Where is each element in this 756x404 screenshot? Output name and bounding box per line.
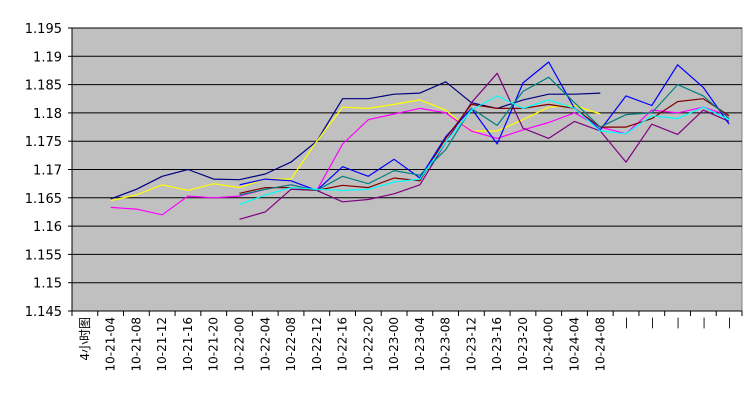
x-tick-label: 10-21-16 <box>181 317 195 371</box>
y-tick-label: 1.195 <box>25 22 62 37</box>
y-axis: 1.145 1.15 1.155 1.16 1.165 1.17 1.175 1.18 1.18… <box>25 22 73 320</box>
x-tick-label: 10-22-16 <box>336 317 350 371</box>
x-tick-label: 10-22-08 <box>284 317 298 371</box>
x-tick-label: 10-23-20 <box>516 317 530 371</box>
x-tick-label: — <box>671 317 685 329</box>
y-tick-label: 1.175 <box>25 135 62 150</box>
y-tick-label: 1.155 <box>25 248 62 263</box>
x-tick-label: — <box>722 317 736 329</box>
x-tick-label: 10-21-04 <box>104 317 118 371</box>
x-tick-label: 10-23-12 <box>464 317 478 371</box>
x-tick-label: 10-22-20 <box>361 317 375 371</box>
series-line-5 <box>239 61 730 191</box>
x-tick-label: 10-23-16 <box>490 317 504 371</box>
x-tick-label: 10-22-04 <box>258 317 272 371</box>
x-tick-label: 10-21-12 <box>155 317 169 371</box>
x-tick-label: 10-24-08 <box>593 317 607 371</box>
y-tick-label: 1.185 <box>25 79 62 94</box>
y-tick-label: 1.16 <box>33 220 62 235</box>
y-tick-label: 1.19 <box>33 50 62 65</box>
y-tick-label: 1.165 <box>25 192 62 207</box>
x-tick-label: 10-22-12 <box>310 317 324 371</box>
y-tick-label: 1.17 <box>33 164 62 179</box>
y-tick-label: 1.15 <box>33 277 62 292</box>
gridlines <box>72 27 742 312</box>
series-line-1 <box>110 81 601 200</box>
series-line-2 <box>110 99 601 202</box>
series-line-4 <box>239 72 730 220</box>
series-line-8 <box>239 95 730 206</box>
y-tick-label: 1.145 <box>25 305 62 320</box>
x-tick-label: 10-22-00 <box>233 317 247 371</box>
x-tick-label: — <box>645 317 659 329</box>
x-tick-label: 10-23-04 <box>413 317 427 371</box>
x-tick-label: 10-21-20 <box>207 317 221 371</box>
x-tick-label: 10-21-08 <box>129 317 143 371</box>
x-tick-label: — <box>696 317 710 329</box>
series-line-7 <box>239 76 730 196</box>
x-tick-label: 4小时图 <box>78 317 92 361</box>
x-tick-label: — <box>619 317 633 329</box>
x-tick-label: 10-23-00 <box>387 317 401 371</box>
series-lines <box>110 61 730 220</box>
x-tick-label: 10-23-08 <box>439 317 453 371</box>
x-tick-label: 10-24-00 <box>542 317 556 371</box>
x-axis: 4小时图 10-21-04 10-21-08 10-21-12 10-21-16 10-2… <box>71 310 743 371</box>
x-tick-label: 10-24-04 <box>568 317 582 371</box>
y-tick-label: 1.18 <box>33 107 62 122</box>
